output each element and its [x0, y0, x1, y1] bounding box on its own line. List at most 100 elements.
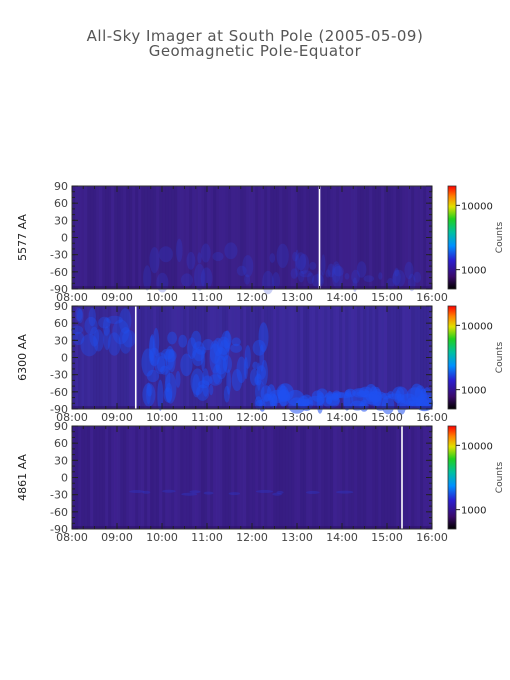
- y-tick-label: 90: [54, 420, 68, 433]
- heatmap-column: [102, 306, 106, 409]
- y-tick-label: 30: [54, 214, 68, 227]
- heatmap-column: [294, 186, 298, 289]
- heatmap-column: [120, 426, 124, 529]
- emission-patch: [231, 337, 241, 347]
- emission-patch: [167, 331, 178, 345]
- heatmap-column: [366, 186, 370, 289]
- heatmap-column: [213, 426, 217, 529]
- emission-patch: [191, 348, 204, 367]
- heatmap-column: [357, 426, 361, 529]
- emission-patch: [260, 359, 268, 386]
- heatmap-column: [402, 306, 406, 409]
- y-tick-label: 30: [54, 454, 68, 467]
- heatmap-column: [99, 306, 103, 409]
- emission-patch: [189, 490, 201, 494]
- emission-patch: [141, 348, 155, 377]
- heatmap-column: [291, 306, 295, 409]
- colorbar-tick-label: 10000: [461, 441, 493, 452]
- emission-patch: [404, 261, 414, 279]
- heatmap-column: [420, 426, 424, 529]
- emission-patch: [344, 273, 350, 280]
- emission-patch: [252, 361, 259, 370]
- heatmap-column: [357, 306, 361, 409]
- emission-patch: [394, 267, 399, 277]
- heatmap-column: [402, 186, 406, 289]
- emission-patch: [148, 347, 160, 367]
- emission-patch: [231, 368, 243, 392]
- emission-patch: [224, 330, 231, 352]
- emission-patch: [414, 385, 426, 404]
- heatmap-column: [327, 306, 331, 409]
- heatmap-column: [381, 426, 385, 529]
- heatmap-column: [348, 426, 352, 529]
- heatmap-column: [390, 426, 394, 529]
- emission-patch: [290, 268, 298, 279]
- emission-patch: [75, 307, 83, 322]
- heatmap-column: [369, 306, 373, 409]
- emission-patch: [327, 263, 335, 278]
- colorbar-tick-label: 1000: [461, 266, 486, 277]
- x-tick-label: 14:00: [326, 291, 358, 304]
- emission-patch: [200, 267, 213, 290]
- heatmap-column: [378, 306, 382, 409]
- heatmap-column: [243, 306, 247, 409]
- heatmap-column: [180, 426, 184, 529]
- heatmap-column: [333, 186, 337, 289]
- heatmap-column: [309, 426, 313, 529]
- emission-patch: [119, 327, 133, 354]
- heatmap-column: [195, 426, 199, 529]
- heatmap-column: [90, 426, 94, 529]
- heatmap-column: [147, 426, 151, 529]
- heatmap-column: [147, 186, 151, 289]
- heatmap-column: [216, 186, 220, 289]
- heatmap-column: [396, 186, 400, 289]
- heatmap-column: [369, 186, 373, 289]
- heatmap-column: [276, 186, 280, 289]
- emission-patch: [305, 490, 320, 494]
- heatmap-column: [375, 426, 379, 529]
- heatmap-column: [78, 186, 82, 289]
- colorbar-label: Counts: [495, 221, 505, 253]
- heatmap-column: [219, 186, 223, 289]
- heatmap-column: [162, 306, 166, 409]
- heatmap-column: [207, 426, 211, 529]
- heatmap-column: [282, 186, 286, 289]
- heatmap-column: [228, 186, 232, 289]
- emission-patch: [154, 352, 168, 375]
- emission-patch: [181, 492, 198, 496]
- heatmap-column: [408, 186, 412, 289]
- emission-patch: [259, 344, 265, 372]
- heatmap-column: [90, 306, 94, 409]
- heatmap-column: [303, 186, 307, 289]
- colorbar-tick-label: 10000: [461, 321, 493, 332]
- heatmap-column: [252, 426, 256, 529]
- heatmap-column: [216, 306, 220, 409]
- heatmap-column: [246, 186, 250, 289]
- heatmap-column: [414, 426, 418, 529]
- heatmap-column: [234, 426, 238, 529]
- heatmap-column: [204, 186, 208, 289]
- heatmap-column: [135, 186, 139, 289]
- colorbar: [447, 185, 457, 290]
- emission-patch: [258, 322, 269, 352]
- heatmap-column: [336, 306, 340, 409]
- y-tick-label: 0: [61, 352, 68, 365]
- y-tick-label: -30: [50, 249, 68, 262]
- emission-patch: [298, 253, 310, 275]
- heatmap-column: [396, 426, 400, 529]
- emission-patch: [222, 355, 232, 373]
- heatmap-column: [138, 426, 142, 529]
- heatmap-column: [252, 186, 256, 289]
- emission-patch: [219, 339, 230, 361]
- emission-patch: [316, 388, 328, 399]
- emission-patch: [180, 273, 193, 287]
- emission-patch: [331, 263, 343, 289]
- heatmap-column: [129, 186, 133, 289]
- heatmap-column: [417, 306, 421, 409]
- emission-patch: [226, 369, 231, 395]
- x-tick-label: 13:00: [281, 411, 313, 424]
- heatmap-column: [93, 306, 97, 409]
- emission-patch: [143, 265, 152, 291]
- heatmap-column: [117, 186, 121, 289]
- heatmap-column: [234, 186, 238, 289]
